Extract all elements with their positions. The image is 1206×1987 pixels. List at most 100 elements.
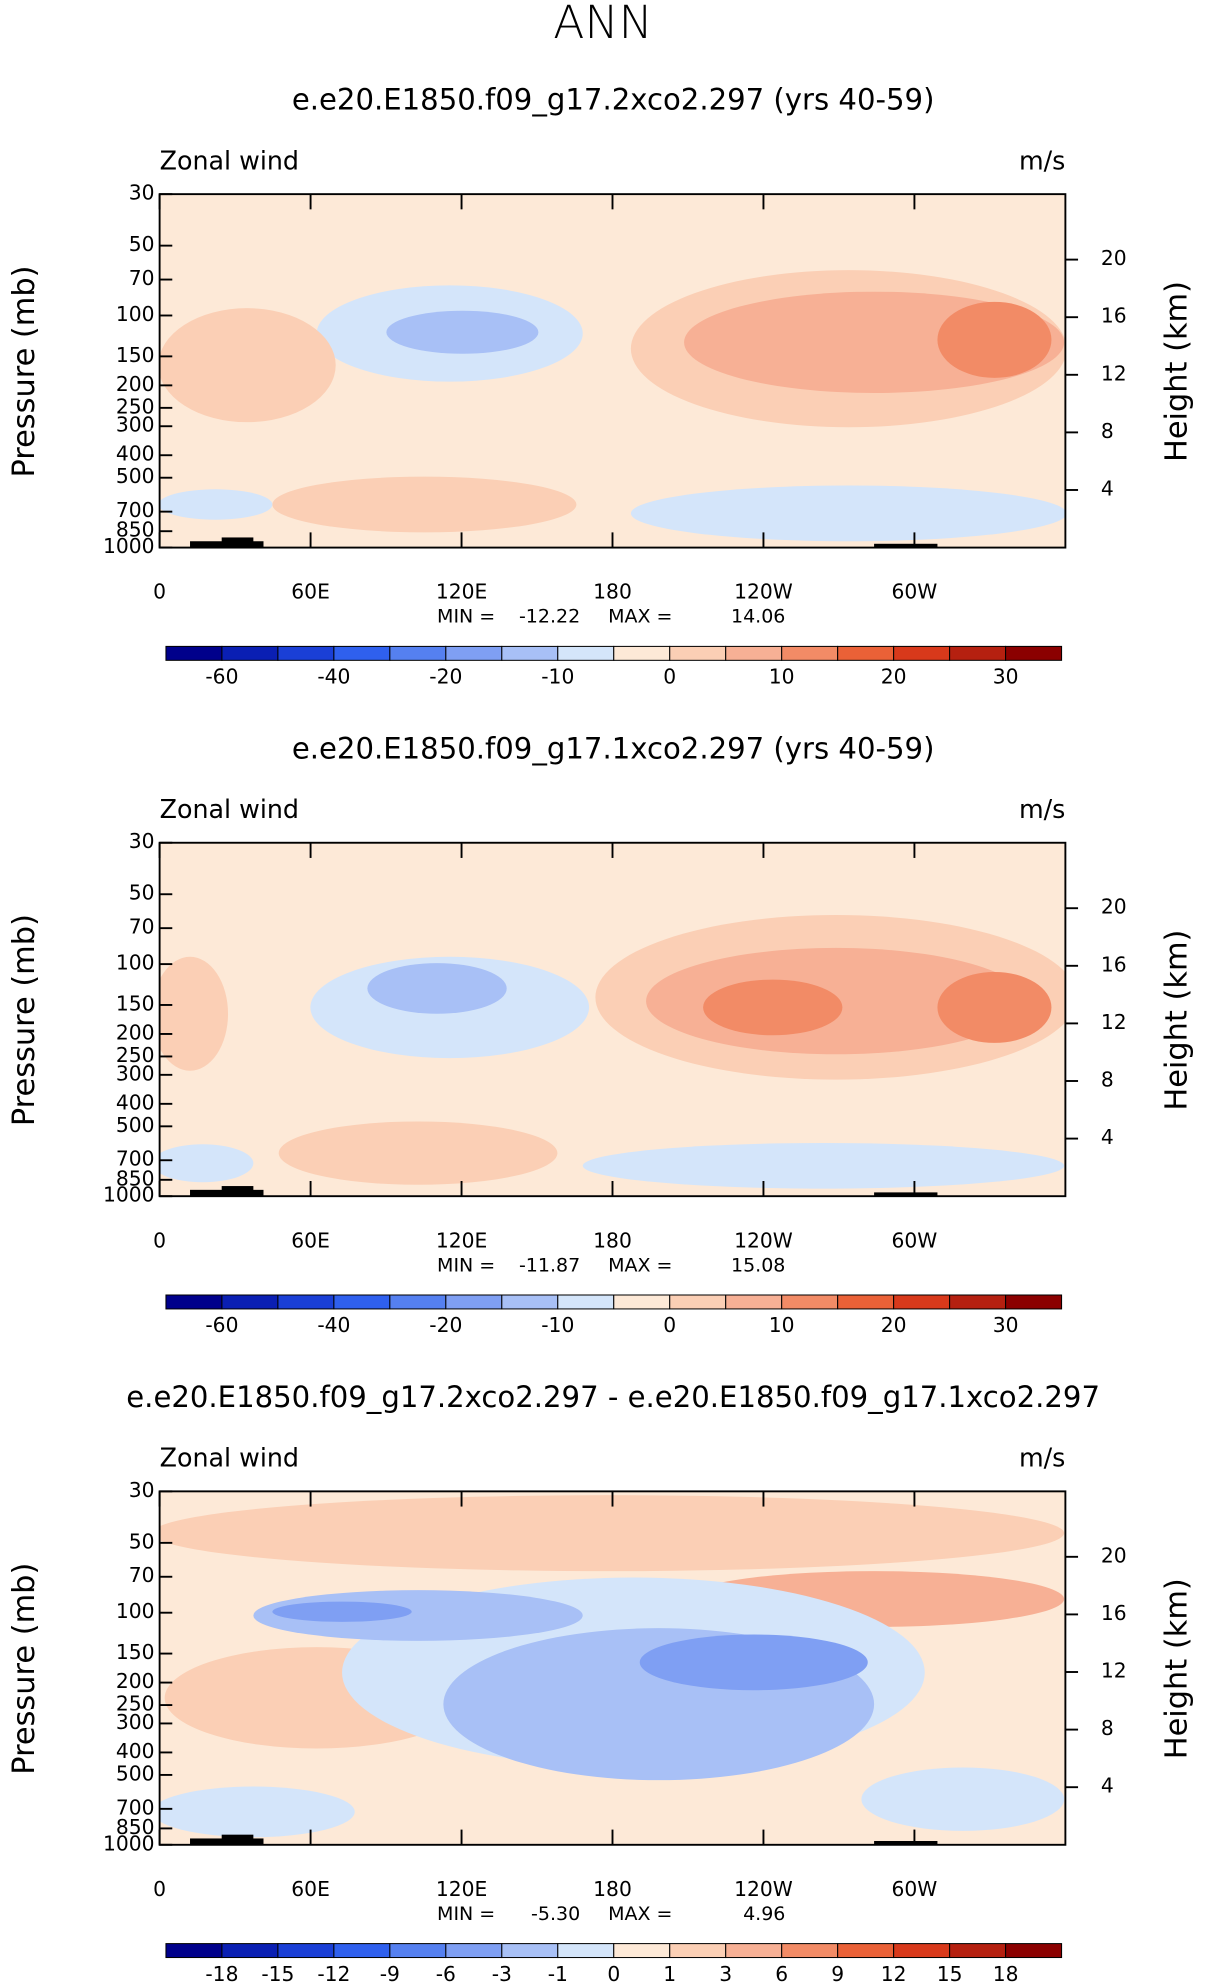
x-tick-label: 120W — [734, 1877, 793, 1901]
y-tick-label: 150 — [116, 343, 155, 367]
colorbar-label: -20 — [429, 1313, 462, 1337]
x-tick-label: 180 — [593, 1877, 632, 1901]
max-label: MAX = — [608, 1903, 672, 1925]
colorbar-label: -1 — [548, 1962, 568, 1986]
contour-region — [367, 963, 507, 1014]
colorbar-box — [669, 1943, 727, 1959]
y-tick-label: 1000 — [103, 1831, 155, 1855]
colorbar-label: -10 — [541, 665, 574, 689]
min-value: -11.87 — [519, 1254, 580, 1276]
x-tick-label: 120W — [734, 1228, 793, 1252]
x-tick-label: 60W — [892, 1228, 938, 1252]
colorbar-box — [613, 1294, 671, 1310]
colorbar-box — [669, 645, 727, 661]
contour-region — [159, 308, 336, 423]
contour-region — [630, 485, 1066, 542]
y-tick-label: 50 — [129, 1529, 155, 1553]
colorbar-label: 18 — [993, 1962, 1019, 1986]
colorbar-label: -12 — [317, 1962, 350, 1986]
colorbar-box — [949, 1294, 1007, 1310]
colorbar-box — [893, 1943, 951, 1959]
y2-tick-label: 16 — [1101, 304, 1127, 328]
y-tick-label: 150 — [116, 1640, 155, 1664]
min-label: MIN = — [437, 1254, 495, 1276]
y2-tick-label: 12 — [1101, 361, 1127, 385]
y-tick-label: 400 — [116, 1739, 155, 1763]
contour-field — [159, 1491, 1066, 1845]
colorbar-box — [333, 645, 391, 661]
y2-tick-label: 12 — [1101, 1659, 1127, 1683]
colorbar-label: -60 — [205, 1313, 238, 1337]
topography — [221, 1834, 254, 1845]
colorbar-box — [501, 645, 559, 661]
panel-title: e.e20.E1850.f09_g17.2xco2.297 - e.e20.E1… — [126, 1380, 1100, 1414]
colorbar-label: -20 — [429, 665, 462, 689]
y2-axis-label: Height (km) — [1160, 281, 1195, 462]
colorbar-label: 20 — [881, 665, 907, 689]
y-tick-label: 250 — [116, 394, 155, 418]
contour-region — [159, 1495, 1064, 1572]
colorbar-label: 30 — [993, 1313, 1019, 1337]
colorbar-label: 20 — [881, 1313, 907, 1337]
x-tick-label: 120E — [436, 1228, 487, 1252]
y-tick-label: 250 — [116, 1692, 155, 1716]
colorbar-label: -3 — [492, 1962, 512, 1986]
colorbar-box — [725, 1943, 783, 1959]
colorbar-box — [949, 1943, 1007, 1959]
contour-region — [159, 1144, 254, 1183]
contour-region — [272, 476, 577, 533]
colorbar-label: 12 — [881, 1962, 907, 1986]
y2-tick-label: 8 — [1101, 419, 1114, 443]
x-tick-label: 0 — [153, 1877, 166, 1901]
x-tick-label: 180 — [593, 1228, 632, 1252]
colorbar-box — [277, 1943, 335, 1959]
colorbar-box — [277, 1294, 335, 1310]
y-tick-label: 70 — [129, 266, 155, 290]
contour-region — [639, 1634, 868, 1691]
topography — [874, 1840, 938, 1845]
y-tick-label: 500 — [116, 464, 155, 488]
y-tick-label: 100 — [116, 1599, 155, 1623]
contour-region — [937, 301, 1052, 378]
y-tick-label: 30 — [129, 181, 155, 205]
topography — [221, 537, 254, 548]
units-label: m/s — [1019, 145, 1065, 175]
colorbar-label: 6 — [775, 1962, 788, 1986]
colorbar-box — [501, 1294, 559, 1310]
colorbar-label: 10 — [769, 665, 795, 689]
x-tick-label: 120W — [734, 580, 793, 604]
contour-region — [159, 1786, 355, 1838]
y2-tick-label: 20 — [1101, 246, 1127, 270]
y-tick-label: 850 — [116, 1815, 155, 1839]
max-label: MAX = — [608, 606, 672, 628]
y-tick-label: 700 — [116, 1147, 155, 1171]
contour-region — [937, 971, 1052, 1043]
units-label: m/s — [1019, 794, 1065, 824]
topography — [874, 543, 938, 548]
colorbar-label: 15 — [937, 1962, 963, 1986]
colorbar-box — [389, 645, 447, 661]
colorbar-box — [613, 1943, 671, 1959]
y-tick-label: 1000 — [103, 1183, 155, 1207]
topography — [221, 1186, 254, 1197]
y2-tick-label: 20 — [1101, 1543, 1127, 1567]
y-tick-label: 400 — [116, 1090, 155, 1114]
y-axis-label: Pressure (mb) — [7, 265, 42, 477]
colorbar-label: 10 — [769, 1313, 795, 1337]
colorbar-label: -15 — [261, 1962, 294, 1986]
colorbar-box — [333, 1943, 391, 1959]
y-tick-label: 500 — [116, 1761, 155, 1785]
y-tick-label: 850 — [116, 518, 155, 542]
colorbar-box — [781, 1294, 839, 1310]
colorbar-box — [781, 1943, 839, 1959]
contour-region — [159, 956, 229, 1071]
y-tick-label: 300 — [116, 1710, 155, 1734]
x-tick-label: 60E — [291, 580, 330, 604]
contour-region — [703, 979, 843, 1036]
y2-tick-label: 16 — [1101, 952, 1127, 976]
y-tick-label: 100 — [116, 302, 155, 326]
colorbar-box — [725, 645, 783, 661]
colorbar-box — [221, 1943, 279, 1959]
variable-label: Zonal wind — [160, 794, 299, 824]
colorbar-box — [613, 645, 671, 661]
